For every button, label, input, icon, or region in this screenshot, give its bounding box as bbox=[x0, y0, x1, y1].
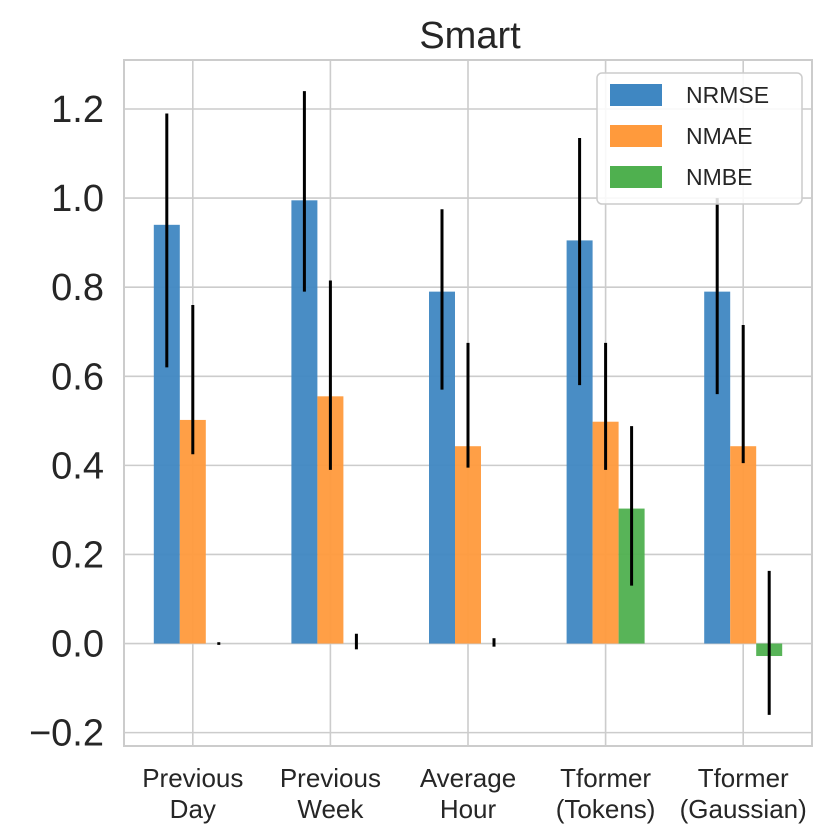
x-tick-label: Day bbox=[170, 794, 216, 824]
y-tick-label: 0.8 bbox=[51, 267, 104, 309]
y-tick-label: 1.2 bbox=[51, 89, 104, 131]
y-tick-label: 1.0 bbox=[51, 178, 104, 220]
legend-label-nrmse: NRMSE bbox=[686, 82, 769, 108]
error-bars bbox=[165, 91, 771, 715]
chart-title: Smart bbox=[419, 15, 521, 57]
y-tick-label: 0.4 bbox=[51, 445, 104, 487]
x-tick-label: Average bbox=[420, 763, 516, 793]
legend: NRMSE NMAE NMBE bbox=[596, 72, 803, 205]
legend-swatch-nmae bbox=[610, 125, 662, 147]
x-tick-label: (Gaussian) bbox=[680, 794, 807, 824]
y-tick-label: 0.0 bbox=[51, 624, 104, 666]
y-tick-label: 0.6 bbox=[51, 356, 104, 398]
plot-frame bbox=[123, 59, 813, 747]
bar-nmae-4 bbox=[730, 446, 757, 644]
y-tick-label: 0.2 bbox=[51, 534, 104, 576]
bars bbox=[153, 200, 783, 657]
x-tick-label: Week bbox=[297, 794, 364, 824]
legend-swatch-nrmse bbox=[610, 84, 662, 106]
y-tick-label: −0.2 bbox=[29, 713, 104, 755]
x-tick-label: Hour bbox=[440, 794, 497, 824]
x-tick-label: Tformer bbox=[560, 763, 651, 793]
legend-label-nmae: NMAE bbox=[686, 123, 752, 149]
y-axis-ticks: −0.2 0.0 0.2 0.4 0.6 0.8 1.0 1.2 bbox=[29, 89, 104, 755]
x-tick-label: Previous bbox=[142, 763, 243, 793]
bar-nmae-2 bbox=[455, 446, 481, 644]
legend-swatch-nmbe bbox=[610, 166, 662, 188]
x-tick-label: (Tokens) bbox=[556, 794, 656, 824]
bar-nmae-0 bbox=[179, 419, 206, 644]
x-tick-label: Tformer bbox=[698, 763, 789, 793]
x-axis-ticks: PreviousDayPreviousWeekAverageHourTforme… bbox=[142, 763, 807, 824]
x-tick-label: Previous bbox=[280, 763, 381, 793]
legend-label-nmbe: NMBE bbox=[686, 164, 752, 190]
